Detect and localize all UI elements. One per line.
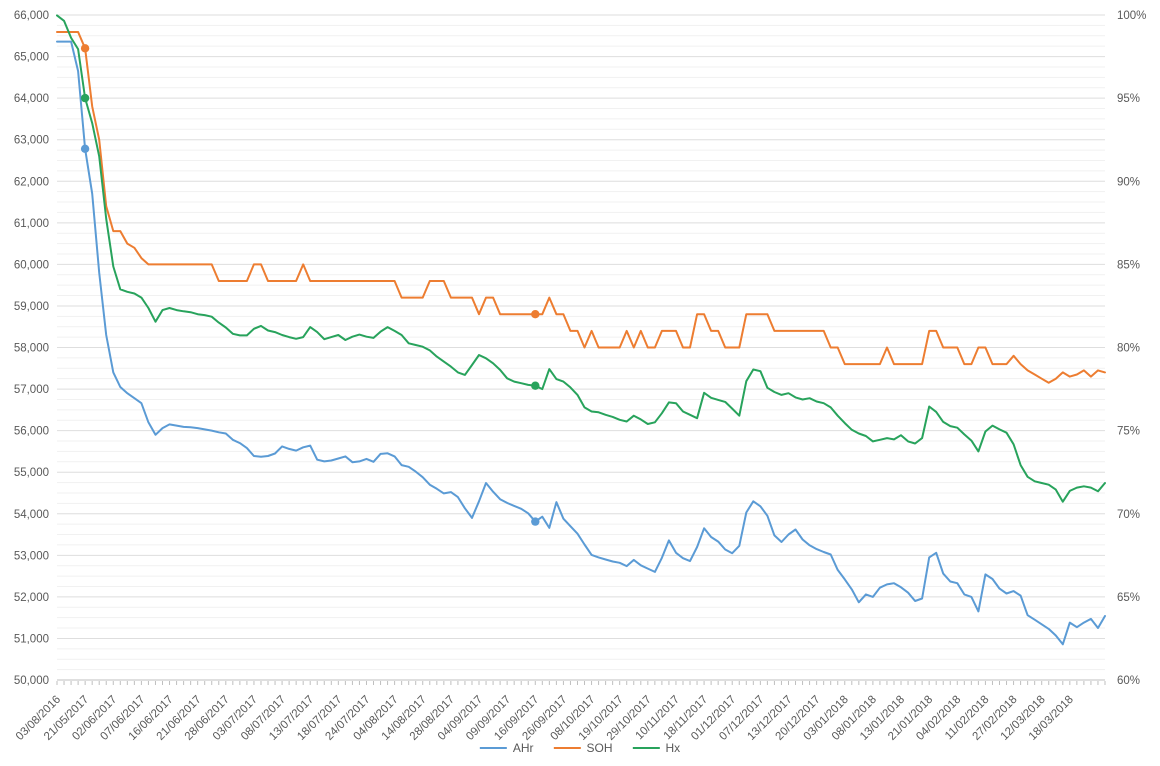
- legend-swatch-ahr: [479, 747, 507, 749]
- y-axis-left-labels: 50,000 51,000 52,000 53,000 54,000 55,000 56,0…: [14, 10, 49, 687]
- legend-label-hx: Hx: [665, 741, 681, 755]
- series-line-soh[interactable]: [56, 31, 1106, 384]
- legend-label-soh: SOH: [586, 741, 613, 755]
- x-axis-ticks: [56, 681, 1106, 685]
- marker-dot-ahr[interactable]: [80, 144, 90, 153]
- legend-swatch-soh: [553, 747, 581, 749]
- legend-item-soh[interactable]: SOH: [553, 741, 613, 755]
- series-line-hx[interactable]: [56, 14, 1106, 503]
- y-axis-right-label: 85%: [1117, 259, 1140, 271]
- y-axis-right-label: 75%: [1117, 426, 1140, 438]
- marker-dot-hx[interactable]: [80, 93, 90, 103]
- y-axis-right-label: 90%: [1117, 176, 1140, 188]
- gridlines-major: [57, 14, 1105, 681]
- y-axis-left-label: 57,000: [14, 384, 49, 396]
- legend-label-ahr: AHr: [512, 741, 534, 755]
- series-line-ahr[interactable]: [56, 40, 1106, 646]
- y-axis-left-label: 51,000: [14, 633, 49, 645]
- y-axis-left-label: 61,000: [14, 218, 49, 230]
- y-axis-left-label: 58,000: [14, 343, 49, 355]
- marker-dot-ahr[interactable]: [531, 517, 540, 526]
- y-axis-left-label: 64,000: [14, 93, 49, 105]
- chart-legend: AHr SOH Hx: [470, 741, 690, 755]
- y-axis-right-label: 60%: [1117, 675, 1140, 687]
- y-axis-left-label: 63,000: [14, 135, 49, 147]
- y-axis-right-label: 80%: [1117, 343, 1140, 355]
- marker-dot-hx[interactable]: [531, 381, 540, 390]
- legend-swatch-hx: [632, 747, 660, 749]
- marker-dot-soh[interactable]: [531, 310, 540, 319]
- y-axis-left-label: 62,000: [14, 176, 49, 188]
- y-axis-right-labels: 60% 65% 70% 75% 80% 85% 90% 95% 100%: [1117, 10, 1146, 687]
- series-markers: [80, 44, 540, 526]
- y-axis-left-label: 52,000: [14, 592, 49, 604]
- legend-item-hx[interactable]: Hx: [632, 741, 681, 755]
- y-axis-right-label: 65%: [1117, 592, 1140, 604]
- marker-dot-soh[interactable]: [80, 44, 90, 53]
- y-axis-left-label: 66,000: [14, 10, 49, 22]
- y-axis-left-label: 59,000: [14, 301, 49, 313]
- y-axis-left-label: 53,000: [14, 550, 49, 562]
- legend-item-ahr[interactable]: AHr: [479, 741, 534, 755]
- y-axis-right-label: 70%: [1117, 509, 1140, 521]
- y-axis-left-label: 56,000: [14, 426, 49, 438]
- y-axis-left-label: 54,000: [14, 509, 49, 521]
- y-axis-left-label: 50,000: [14, 675, 49, 687]
- y-axis-left-label: 65,000: [14, 52, 49, 64]
- y-axis-left-label: 60,000: [14, 259, 49, 271]
- x-axis-date-labels: 03/08/201621/05/201702/06/201707/06/2017…: [14, 694, 1076, 743]
- y-axis-left-label: 55,000: [14, 467, 49, 479]
- y-axis-right-label: 95%: [1117, 93, 1140, 105]
- y-axis-right-label: 100%: [1117, 10, 1146, 22]
